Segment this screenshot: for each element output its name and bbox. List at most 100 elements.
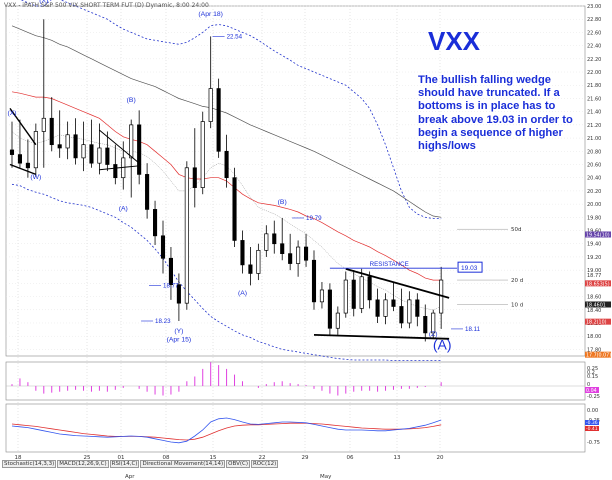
y-tick-label: 21.80: [587, 83, 601, 89]
wave-label: (B): [127, 97, 136, 104]
y-tick-label: 19.00: [587, 268, 601, 274]
macd-axis-tag-text: -0.36: [586, 420, 598, 426]
candle: [129, 124, 134, 159]
candle: [280, 243, 285, 254]
candle: [391, 299, 396, 307]
wave-label: (W): [30, 174, 41, 181]
axis-price-tag-text: 18.4601: [586, 302, 606, 308]
month-label: May: [320, 474, 332, 480]
y-tick-label: 21.20: [587, 123, 601, 129]
macd-signal-line: [11, 422, 442, 441]
candle: [423, 316, 428, 334]
y-tick-label: 21.40: [587, 110, 601, 116]
macd-tick: 0.00: [587, 408, 598, 414]
wedge-upper-line: [345, 267, 450, 299]
candle: [224, 150, 229, 179]
wave-label: (X): [39, 0, 48, 5]
y-tick-label: 21.00: [587, 136, 601, 142]
tab-directional-movement[interactable]: Directional Movement(14,14): [140, 460, 226, 468]
early-wedge-line: [9, 107, 37, 146]
candle: [232, 177, 237, 241]
macd-axis-tag: [585, 420, 599, 425]
y-tick-label: 18.00: [587, 334, 601, 340]
candle: [153, 209, 158, 237]
candle: [367, 276, 372, 301]
price-label: 18.77: [163, 282, 179, 289]
indicator-tabs: Stochastic(14,3,3) MACD(12,26,9,C) RSI(14,…: [2, 460, 279, 468]
ticker-title: VXX: [428, 26, 481, 56]
y-tick-label: 22.00: [587, 70, 601, 76]
candle: [431, 312, 436, 334]
x-tick-label: 20: [437, 455, 444, 461]
candle: [383, 299, 388, 317]
ma-label: 20 d: [511, 278, 523, 284]
candle: [97, 147, 102, 164]
y-tick-label: 19.40: [587, 242, 601, 248]
y-tick-label: 20.00: [587, 202, 601, 208]
ma-label: 10 d: [511, 302, 523, 308]
candle: [272, 233, 277, 245]
tab-macd[interactable]: MACD(12,26,9,C): [57, 460, 109, 468]
x-tick-label: 13: [394, 455, 401, 461]
wave-label: (X): [7, 110, 16, 117]
histogram-axis-tag: [585, 387, 599, 393]
ma-50d-line: [11, 25, 442, 218]
y-tick-label: 22.80: [587, 17, 601, 23]
candle: [264, 233, 269, 251]
tab-rsi[interactable]: RSI(14,C): [109, 460, 140, 468]
x-tick-label: 29: [302, 455, 309, 461]
y-tick-label: 20.80: [587, 149, 601, 155]
tab-roc[interactable]: ROC(12): [250, 460, 279, 468]
y-tick-label: 22.40: [587, 44, 601, 50]
wave-label: (B): [278, 199, 287, 206]
candle: [335, 312, 340, 329]
candle: [327, 289, 332, 329]
candle: [208, 88, 213, 122]
wave-label: (Apr 15): [167, 336, 192, 343]
histogram-tick: 0.15: [587, 374, 598, 380]
histogram-axis-tag-text: 0.04: [586, 388, 597, 394]
candle: [33, 131, 38, 169]
early-wedge-line: [9, 163, 37, 176]
candle: [288, 253, 293, 264]
candle: [343, 279, 348, 314]
candle: [184, 167, 189, 304]
candle: [73, 134, 78, 159]
y-tick-label: 21.60: [587, 96, 601, 102]
wave-label: (A): [238, 290, 247, 297]
axis-price-tag: [585, 351, 611, 358]
x-tick-label: 06: [347, 455, 354, 461]
candle: [399, 306, 404, 324]
ma-label: 50d: [511, 227, 522, 233]
axis-price-tag-text: 19.54(10): [586, 232, 610, 238]
price-label: 18.11: [465, 326, 481, 333]
mid-wedge-line: [99, 129, 140, 164]
candle: [192, 167, 197, 188]
candle: [216, 88, 221, 152]
candle: [17, 154, 22, 164]
candle: [160, 235, 166, 259]
candle: [407, 299, 412, 324]
x-tick-label: 08: [163, 455, 170, 461]
chart-header: VXX - iPATH S&P 500 VIX SHORT TERM FUT (…: [4, 2, 209, 9]
y-tick-label: 19.80: [587, 215, 601, 221]
tab-obv[interactable]: OBV(C): [226, 460, 250, 468]
histogram-tick: -0.25: [587, 394, 600, 400]
wedge-lower-line: [313, 333, 450, 340]
wave-label: (Apr 18): [198, 11, 223, 18]
y-tick-label: 20.60: [587, 162, 601, 168]
y-tick-label: 22.60: [587, 30, 601, 36]
lower-band-line: [11, 183, 442, 362]
histogram-tick: 0.2: [587, 370, 595, 376]
candle: [9, 149, 15, 155]
candle: [415, 299, 420, 317]
price-panel-frame: [5, 5, 586, 357]
axis-price-tag: [585, 231, 611, 238]
wave-label: (Z): [429, 331, 438, 338]
x-tick-label: 25: [84, 455, 91, 461]
x-tick-label: 15: [210, 455, 217, 461]
candle: [176, 284, 181, 304]
tab-stochastic[interactable]: Stochastic(14,3,3): [2, 460, 57, 468]
commentary-text: The bullish falling wedge should have tr…: [418, 74, 573, 153]
candle: [81, 144, 86, 159]
